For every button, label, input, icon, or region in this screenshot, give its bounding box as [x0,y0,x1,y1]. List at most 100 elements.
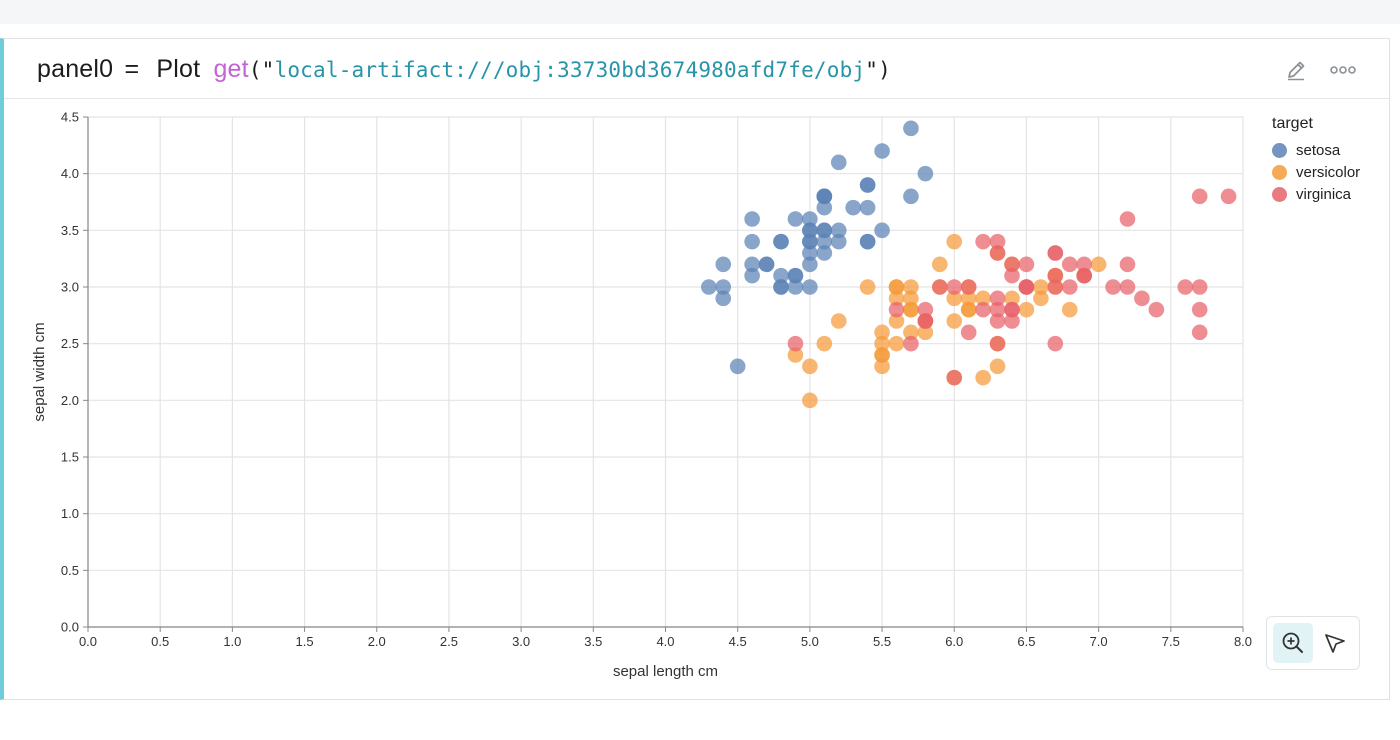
top-band [0,0,1400,24]
legend-item-setosa[interactable]: setosa [1272,139,1360,161]
data-point-virginica [1047,267,1064,284]
x-tick-label: 0.5 [151,634,169,649]
data-point-setosa [816,222,833,239]
data-point-virginica [1191,324,1208,341]
y-tick-label: 2.0 [61,393,79,408]
legend-item-versicolor[interactable]: versicolor [1272,161,1360,183]
legend-label: versicolor [1296,163,1361,181]
data-point-versicolor [946,313,963,329]
x-tick-label: 1.0 [223,634,241,649]
data-point-versicolor [1033,279,1049,295]
data-point-virginica [975,233,991,250]
data-point-versicolor [888,313,905,329]
data-point-setosa [744,233,760,250]
data-point-virginica [989,290,1006,307]
data-point-versicolor [888,290,905,307]
data-point-setosa [845,199,861,216]
pencil-icon[interactable] [1283,57,1309,83]
panel: panel0 = Plot get("local-artifact:///obj… [0,38,1390,700]
y-tick-label: 4.0 [61,166,79,181]
data-point-virginica [1004,313,1020,329]
data-point-virginica [989,335,1006,352]
data-point-versicolor [946,233,963,250]
panel-expression[interactable]: panel0 = Plot get("local-artifact:///obj… [37,55,891,84]
data-point-setosa [830,233,847,250]
y-tick-label: 0.5 [61,563,79,578]
x-axis-title: sepal length cm [613,663,718,680]
data-point-virginica [1004,301,1020,318]
x-tick-label: 2.5 [440,634,458,649]
close-quote-paren: ") [865,58,891,82]
data-point-virginica [1076,267,1092,284]
data-point-setosa [802,256,818,273]
data-point-setosa [729,358,746,375]
data-point-virginica [975,301,991,318]
data-point-virginica [787,335,804,352]
data-point-versicolor [874,324,890,341]
data-point-versicolor [975,369,991,386]
data-point-versicolor [903,301,919,318]
legend-swatch [1272,142,1287,158]
data-point-setosa [773,279,789,295]
data-point-versicolor [802,392,818,409]
data-point-virginica [1191,301,1208,318]
data-point-setosa [816,233,833,250]
data-point-setosa [816,188,833,205]
data-point-virginica [917,313,934,329]
data-point-versicolor [903,290,919,307]
data-point-virginica [946,279,963,295]
data-point-setosa [859,199,876,216]
data-point-setosa [830,154,847,171]
data-point-virginica [1076,256,1092,273]
data-point-setosa [715,290,732,307]
data-point-versicolor [903,324,919,341]
x-tick-label: 4.5 [729,634,747,649]
artifact-uri: local-artifact:///obj:33730bd3674980afd7… [274,58,866,82]
data-point-versicolor [888,279,905,295]
legend-swatch [1272,186,1287,202]
data-point-setosa [816,245,833,261]
data-point-virginica [960,324,977,341]
y-tick-label: 3.0 [61,280,79,295]
x-tick-label: 0.0 [79,634,97,649]
x-tick-label: 6.0 [945,634,963,649]
data-point-setosa [744,211,760,227]
fn-plot: Plot [156,55,201,83]
pointer-arrow-icon [1325,634,1345,653]
data-point-virginica [1191,188,1208,205]
zoom-tool-button[interactable] [1273,623,1313,663]
data-point-setosa [802,233,818,250]
legend-label: setosa [1296,141,1341,159]
data-point-setosa [874,222,890,239]
var-name: panel0 [37,55,114,83]
data-point-virginica [989,233,1006,250]
data-point-virginica [903,335,919,352]
legend-item-virginica[interactable]: virginica [1272,183,1360,205]
zoom-in-icon [1282,632,1303,653]
scatter-plot[interactable]: 0.0 0.5 1.0 1.5 2.0 2.5 3.0 3.5 4.0 4.5 5.0 5.5 6.0 6… [4,99,1384,699]
data-point-versicolor [975,290,991,307]
data-point-versicolor [874,358,890,375]
more-horizontal-icon[interactable] [1329,57,1356,83]
data-point-setosa [816,199,833,216]
data-point-virginica [960,279,977,295]
data-point-virginica [917,301,934,318]
data-point-setosa [859,177,876,193]
data-point-versicolor [1033,290,1049,307]
data-point-versicolor [932,256,948,273]
data-point-versicolor [859,279,876,295]
y-tick-label: 1.5 [61,450,79,465]
data-point-setosa [715,256,732,273]
data-point-virginica [1047,245,1064,261]
legend-title: target [1272,115,1313,132]
data-point-versicolor [874,335,890,352]
x-tick-label: 3.0 [512,634,530,649]
data-point-versicolor [888,335,905,352]
legend-swatch [1272,164,1287,180]
legend-label: virginica [1296,185,1352,203]
x-tick-label: 1.5 [296,634,314,649]
y-tick-label: 1.0 [61,506,79,521]
data-point-versicolor [946,290,963,307]
data-point-virginica [989,301,1006,318]
select-tool-button[interactable] [1315,623,1355,663]
